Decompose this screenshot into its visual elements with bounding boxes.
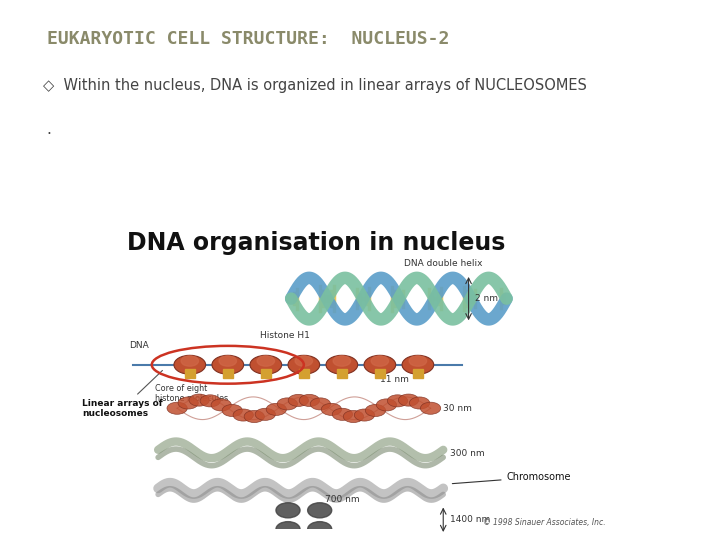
Text: 2 nm: 2 nm [475,294,498,303]
Circle shape [343,410,364,423]
Circle shape [326,355,358,374]
Circle shape [288,394,308,407]
Bar [261,368,271,378]
Circle shape [255,408,276,420]
Circle shape [181,356,199,366]
Bar [185,368,195,378]
Circle shape [333,356,351,366]
Circle shape [167,402,187,414]
Text: EUKARYOTIC CELL STRUCTURE:  NUCLEUS-2: EUKARYOTIC CELL STRUCTURE: NUCLEUS-2 [47,30,449,48]
Text: DNA organisation in nucleus: DNA organisation in nucleus [127,231,505,255]
Text: 1400 nm: 1400 nm [449,515,490,524]
Circle shape [178,397,198,409]
Ellipse shape [307,503,332,518]
Text: 300 nm: 300 nm [449,449,484,458]
Text: 30 nm: 30 nm [444,404,472,413]
Ellipse shape [276,522,300,537]
Circle shape [212,355,243,374]
Circle shape [211,399,231,411]
Text: 11 nm: 11 nm [380,375,409,384]
Text: Linear arrays of
nucleosomes: Linear arrays of nucleosomes [82,370,163,418]
Text: ◇  Within the nucleus, DNA is organized in linear arrays of NUCLEOSOMES: ◇ Within the nucleus, DNA is organized i… [43,78,587,93]
Circle shape [257,356,274,366]
Circle shape [174,355,206,374]
Circle shape [295,356,312,366]
Ellipse shape [307,522,332,537]
Bar [413,368,423,378]
Circle shape [377,399,397,411]
Bar [375,368,385,378]
Circle shape [244,410,264,423]
Circle shape [222,404,243,416]
Text: © 1998 Sinauer Associates, Inc.: © 1998 Sinauer Associates, Inc. [483,518,606,527]
Circle shape [219,356,236,366]
Circle shape [364,355,396,374]
Circle shape [321,403,341,415]
Text: 700 nm: 700 nm [325,495,359,504]
Circle shape [310,398,330,410]
Bar [299,368,309,378]
Circle shape [288,355,320,374]
Circle shape [277,398,297,410]
Ellipse shape [276,503,300,518]
Circle shape [300,394,320,407]
Circle shape [398,394,418,406]
Circle shape [372,356,389,366]
Circle shape [266,403,287,415]
Text: DNA: DNA [129,341,149,350]
Circle shape [420,402,441,414]
Text: DNA double helix: DNA double helix [404,260,482,268]
Circle shape [387,395,408,407]
Circle shape [402,355,433,374]
Text: .: . [47,122,52,137]
Bar [222,368,233,378]
Text: Chromosome: Chromosome [452,472,571,484]
Circle shape [365,404,386,416]
Text: Histone H1: Histone H1 [260,331,310,340]
Circle shape [354,409,374,421]
Bar [337,368,347,378]
Text: Core of eight
histone molecules: Core of eight histone molecules [155,383,228,403]
Circle shape [200,395,220,407]
Circle shape [189,394,210,406]
Circle shape [410,397,430,409]
Circle shape [332,408,353,420]
Circle shape [409,356,426,366]
Circle shape [233,409,253,421]
Circle shape [250,355,282,374]
